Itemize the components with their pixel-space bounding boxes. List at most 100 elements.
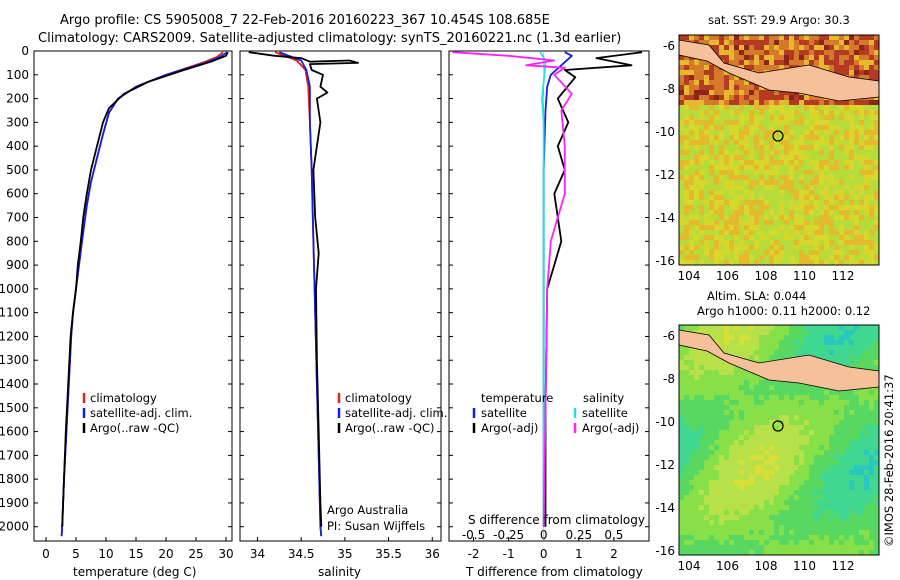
map-cell [869,545,875,551]
map-cell [724,185,730,191]
map-cell [749,190,755,196]
map-cell [799,520,805,526]
map-cell [719,440,725,446]
map-cell [699,375,705,381]
map-cell [839,120,845,126]
map-cell [809,60,815,66]
map-cell [819,520,825,526]
map-cell [769,240,775,246]
map-cell [689,385,695,391]
map-cell [764,455,770,461]
map-cell [704,185,710,191]
map-cell [734,255,740,261]
map-cell [749,480,755,486]
map-cell [724,260,730,266]
map-cell [744,395,750,401]
map-cell [814,55,820,61]
map-cell [709,405,715,411]
map-cell [854,500,860,506]
map-cell [764,500,770,506]
map-cell [829,180,835,186]
map-cell [839,465,845,471]
map-cell [824,325,830,331]
map-cell [754,90,760,96]
map-cell [714,510,720,516]
map-cell [814,485,820,491]
argo-float-marker [772,130,784,142]
map-cell [744,180,750,186]
map-cell [754,505,760,511]
map-cell [849,40,855,46]
map-cell [874,45,880,51]
map-cell [704,420,710,426]
map-cell [854,215,860,221]
map-cell [849,455,855,461]
map-cell [764,225,770,231]
map-cell [684,245,690,251]
map-cell [749,470,755,476]
map-cell [714,75,720,81]
map-cell [774,50,780,56]
map-cell [704,165,710,171]
map-cell [854,235,860,241]
map-cell [709,190,715,196]
map-cell [794,50,800,56]
map-cell [859,160,865,166]
map-cell [824,35,830,41]
map-cell [799,175,805,181]
map-cell [824,435,830,441]
map-cell [764,405,770,411]
map-cell [774,535,780,541]
map-cell [754,155,760,161]
map-cell [829,140,835,146]
map-cell [744,525,750,531]
map-cell [849,255,855,261]
map-cell [759,145,765,151]
map-cell [749,125,755,131]
map-cell [854,135,860,141]
map-cell [789,190,795,196]
map-cell [719,155,725,161]
map-cell [739,390,745,396]
map-cell [714,100,720,106]
map-cell [684,130,690,136]
map-cell [834,425,840,431]
map-cell [794,345,800,351]
map-cell [799,200,805,206]
map-cell [804,535,810,541]
map-cell [724,170,730,176]
map-cell [834,245,840,251]
map-cell [809,405,815,411]
map-cell [749,460,755,466]
map-cell [799,455,805,461]
map-cell [844,35,850,41]
map-cell [734,365,740,371]
map-cell [754,410,760,416]
map-cell [689,65,695,71]
map-cell [869,330,875,336]
map-cell [719,390,725,396]
map-cell [844,105,850,111]
map-cell [834,155,840,161]
map-cell [779,105,785,111]
map-cell [829,220,835,226]
map-cell [814,110,820,116]
map-cell [804,465,810,471]
map-cell [809,100,815,106]
map-cell [734,460,740,466]
map-cell [689,110,695,116]
map-cell [744,215,750,221]
map-cell [704,150,710,156]
map-cell [699,130,705,136]
map-cell [774,140,780,146]
map-cell [844,540,850,546]
map-cell [694,135,700,141]
map-cell [719,145,725,151]
map-cell [729,205,735,211]
map-cell [679,350,685,356]
map-cell [759,420,765,426]
map-cell [814,50,820,56]
map-cell [839,170,845,176]
map-cell [804,215,810,221]
map-cell [779,395,785,401]
